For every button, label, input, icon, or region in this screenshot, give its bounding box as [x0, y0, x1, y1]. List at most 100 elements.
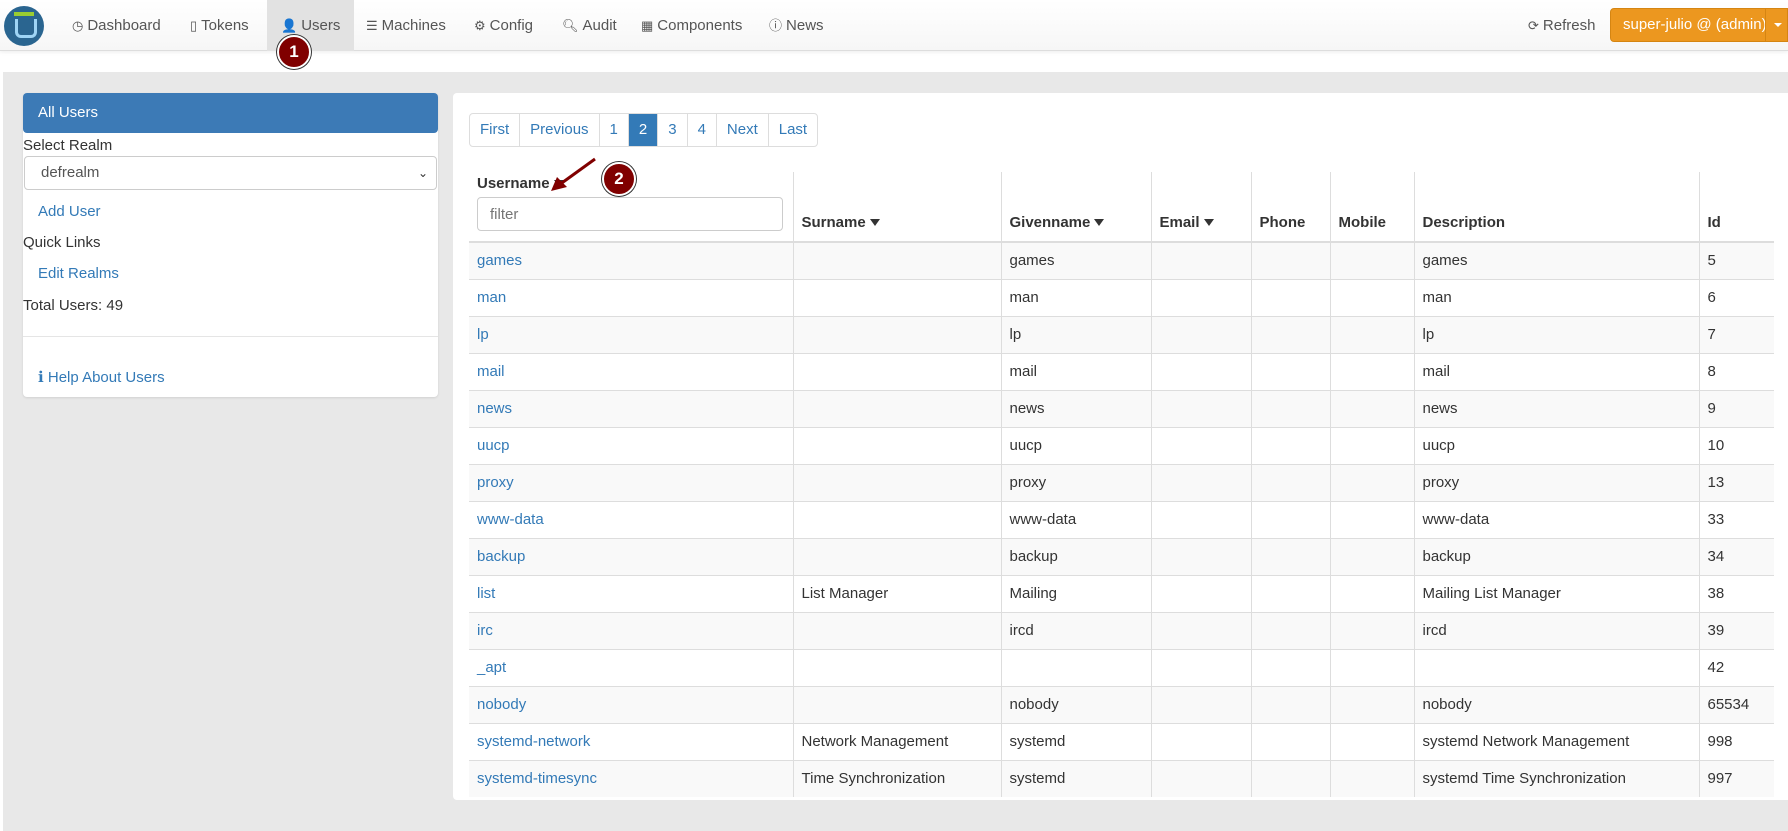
cell-email	[1150, 574, 1251, 612]
add-user-link[interactable]: Add User	[38, 203, 101, 220]
filter-icon[interactable]	[869, 219, 880, 231]
cell-username: list	[469, 574, 793, 612]
username-link[interactable]: nobody	[477, 696, 527, 713]
cell-id: 33	[1698, 500, 1774, 538]
cell-surname	[792, 500, 1001, 538]
username-link[interactable]: man	[477, 289, 507, 306]
cell-description: ircd	[1413, 611, 1699, 649]
refresh-icon: ⟳	[1528, 18, 1539, 33]
cell-id: 998	[1698, 722, 1774, 760]
nav-tokens[interactable]: ▯ Tokens	[190, 17, 249, 34]
realm-select[interactable]: defrealm ⌄	[24, 156, 437, 190]
nav-audit[interactable]: 🔍︎ Audit	[562, 17, 617, 34]
cell-surname	[792, 648, 1001, 686]
refresh-button[interactable]: ⟳ Refresh	[1528, 17, 1596, 34]
username-link[interactable]: news	[477, 400, 513, 417]
column-header-description: Description	[1413, 172, 1699, 243]
username-link[interactable]: lp	[477, 326, 489, 343]
nav-news[interactable]: ⓘ News	[769, 17, 824, 34]
cell-id: 6	[1698, 278, 1774, 316]
all-users-item[interactable]: All Users	[23, 93, 438, 133]
cell-surname	[792, 537, 1001, 575]
cell-surname: List Manager	[792, 574, 1001, 612]
mobile-icon: ▯	[190, 18, 198, 33]
page-link-2[interactable]: 2	[627, 114, 658, 146]
cell-email	[1150, 722, 1251, 760]
username-link[interactable]: _apt	[477, 659, 507, 676]
cell-username: www-data	[469, 500, 793, 538]
user-icon: 👤	[281, 18, 298, 33]
info-icon: ⓘ	[769, 18, 783, 33]
nav-config[interactable]: ⚙ Config	[474, 17, 534, 34]
table-row: proxy proxy proxy 13	[469, 463, 1774, 501]
username-link[interactable]: irc	[477, 622, 493, 639]
cell-description	[1413, 648, 1699, 686]
cell-email	[1150, 537, 1251, 575]
username-link[interactable]: mail	[477, 363, 505, 380]
search-icon: 🔍︎	[562, 18, 579, 33]
username-link[interactable]: backup	[477, 548, 526, 565]
username-link[interactable]: systemd-network	[477, 733, 591, 750]
cell-phone	[1250, 648, 1330, 686]
page-link-3[interactable]: 3	[657, 114, 686, 146]
cell-email	[1150, 352, 1251, 390]
cell-mobile	[1329, 426, 1414, 464]
cell-surname	[792, 278, 1001, 316]
cell-givenname: Mailing	[1000, 574, 1151, 612]
username-link[interactable]: uucp	[477, 437, 510, 454]
cell-surname	[792, 389, 1001, 427]
app-logo[interactable]	[4, 6, 44, 46]
username-link[interactable]: systemd-timesync	[477, 770, 598, 788]
username-link[interactable]: list	[477, 585, 496, 602]
cell-phone	[1250, 241, 1330, 279]
cell-id: 7	[1698, 315, 1774, 353]
page-link-1[interactable]: 1	[598, 114, 628, 146]
page-link-first[interactable]: First	[480, 121, 510, 138]
table-row: systemd-timesync Time Synchronization syst…	[469, 759, 1774, 797]
cell-email	[1150, 500, 1251, 538]
cell-email	[1150, 278, 1251, 316]
cell-email	[1150, 611, 1251, 649]
filter-icon[interactable]	[1094, 219, 1105, 231]
table-row: news news news 9	[469, 389, 1774, 427]
cell-phone	[1250, 537, 1330, 575]
cell-surname	[792, 241, 1001, 279]
select-realm-label: Select Realm	[23, 137, 113, 154]
cell-phone	[1250, 352, 1330, 390]
cell-surname	[792, 426, 1001, 464]
user-menu-button[interactable]: super-julio @ (admin)	[1610, 8, 1788, 42]
page-link-4[interactable]: 4	[686, 114, 716, 146]
column-header-phone: Phone	[1250, 172, 1330, 243]
cell-username: irc	[469, 611, 793, 649]
cell-givenname: news	[1000, 389, 1151, 427]
cell-username: mail	[469, 352, 793, 390]
cell-givenname: man	[1000, 278, 1151, 316]
cell-username: proxy	[469, 463, 793, 501]
page-link-next[interactable]: Next	[715, 114, 768, 146]
nav-components[interactable]: ▦ Components	[641, 17, 743, 34]
username-link[interactable]: games	[477, 252, 523, 270]
column-label: Phone	[1259, 214, 1306, 231]
username-link[interactable]: proxy	[477, 474, 514, 491]
cell-mobile	[1329, 611, 1414, 649]
nav-machines[interactable]: ☰ Machines	[366, 17, 446, 34]
caret-down-icon[interactable]	[1765, 9, 1787, 41]
cell-description: www-data	[1413, 500, 1699, 538]
cell-email	[1150, 426, 1251, 464]
edit-realms-link[interactable]: Edit Realms	[38, 265, 119, 282]
filter-icon[interactable]	[1203, 219, 1214, 231]
page-link-previous[interactable]: Previous	[519, 114, 598, 146]
server-icon: ☰	[366, 18, 378, 33]
cell-description: news	[1413, 389, 1699, 427]
table-row: man man man 6	[469, 278, 1774, 316]
username-link[interactable]: www-data	[477, 511, 544, 528]
page-link-last[interactable]: Last	[767, 114, 817, 146]
cell-phone	[1250, 426, 1330, 464]
cell-description: systemd Time Synchronization	[1413, 759, 1699, 797]
cell-phone	[1250, 685, 1330, 723]
help-about-users-link[interactable]: ℹ︎ Help About Users	[38, 369, 165, 386]
username-filter-input[interactable]	[477, 197, 783, 231]
nav-dashboard[interactable]: ◷ Dashboard	[72, 17, 161, 34]
cell-description: man	[1413, 278, 1699, 316]
cell-givenname: backup	[1000, 537, 1151, 575]
